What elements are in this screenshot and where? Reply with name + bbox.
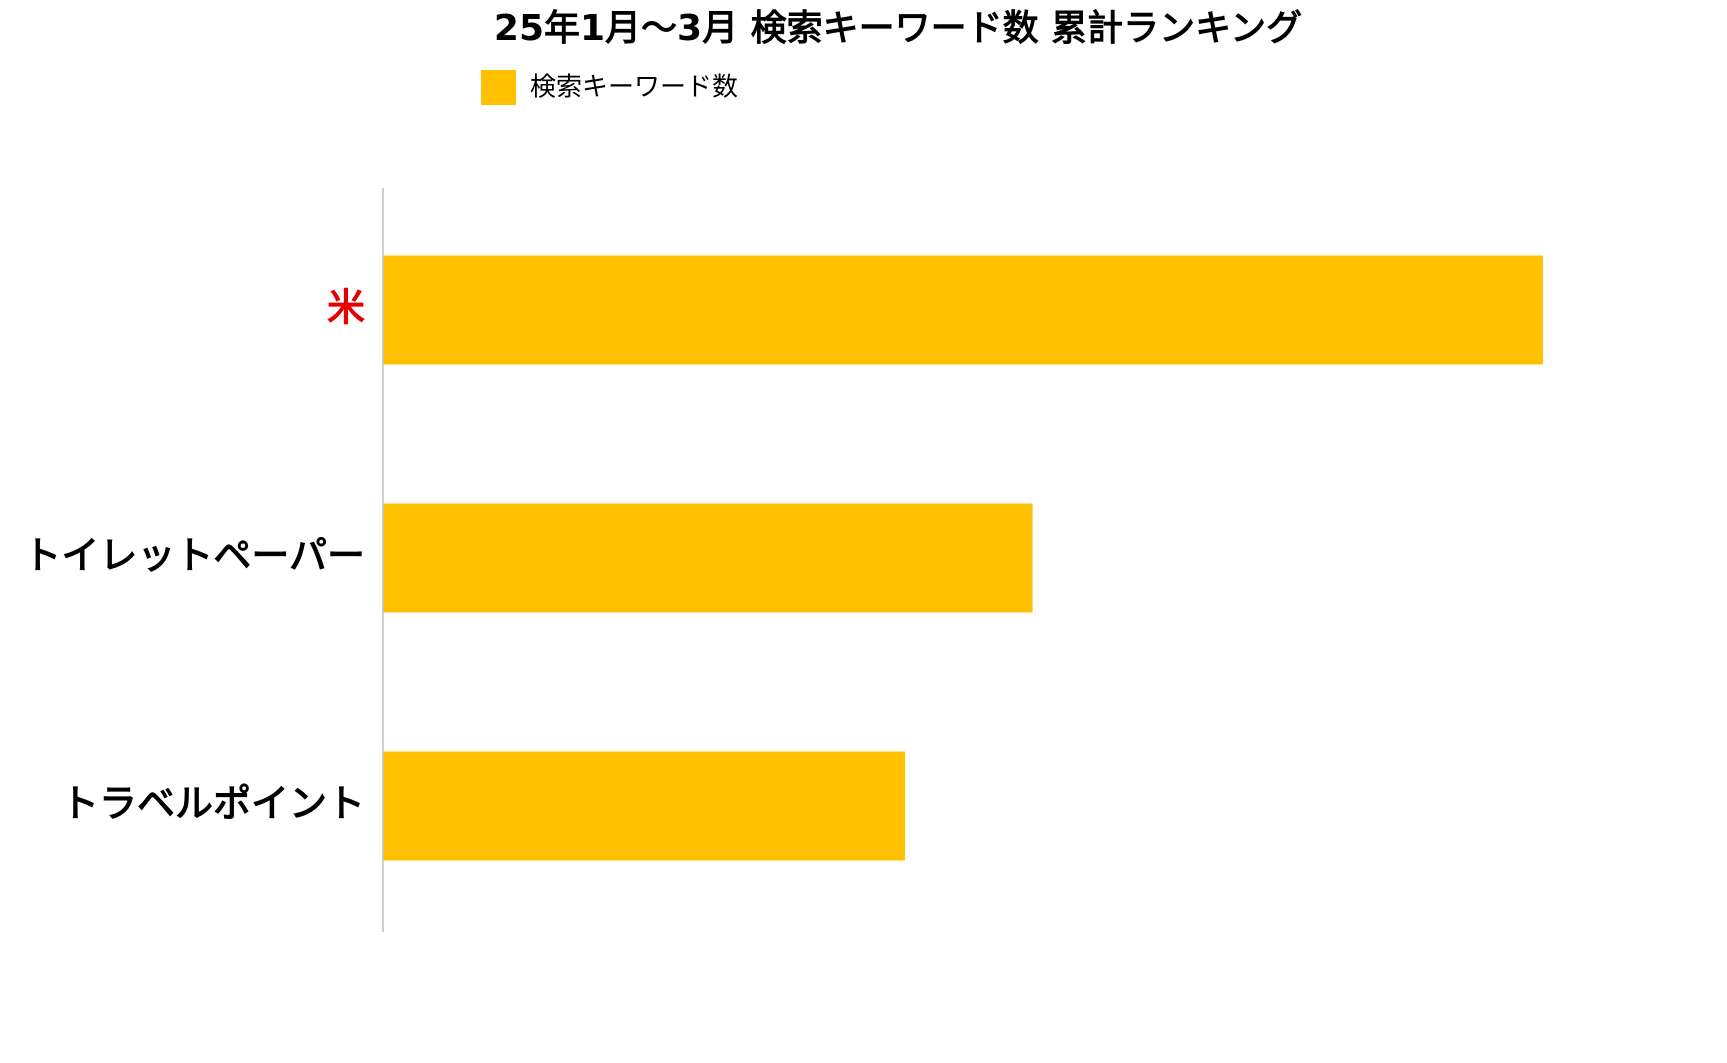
bar [383, 255, 1543, 365]
y-tick-label: トラベルポイント [61, 782, 365, 826]
legend-label: 検索キーワード数 [530, 73, 738, 103]
legend-swatch [481, 70, 516, 105]
y-tick-label: 米 [327, 286, 365, 330]
chart-title: 25年1月～3月 検索キーワード数 累計ランキング [494, 8, 1302, 49]
y-tick-label: トイレットペーパー [23, 534, 365, 578]
bar [383, 751, 905, 861]
bar [383, 503, 1033, 613]
